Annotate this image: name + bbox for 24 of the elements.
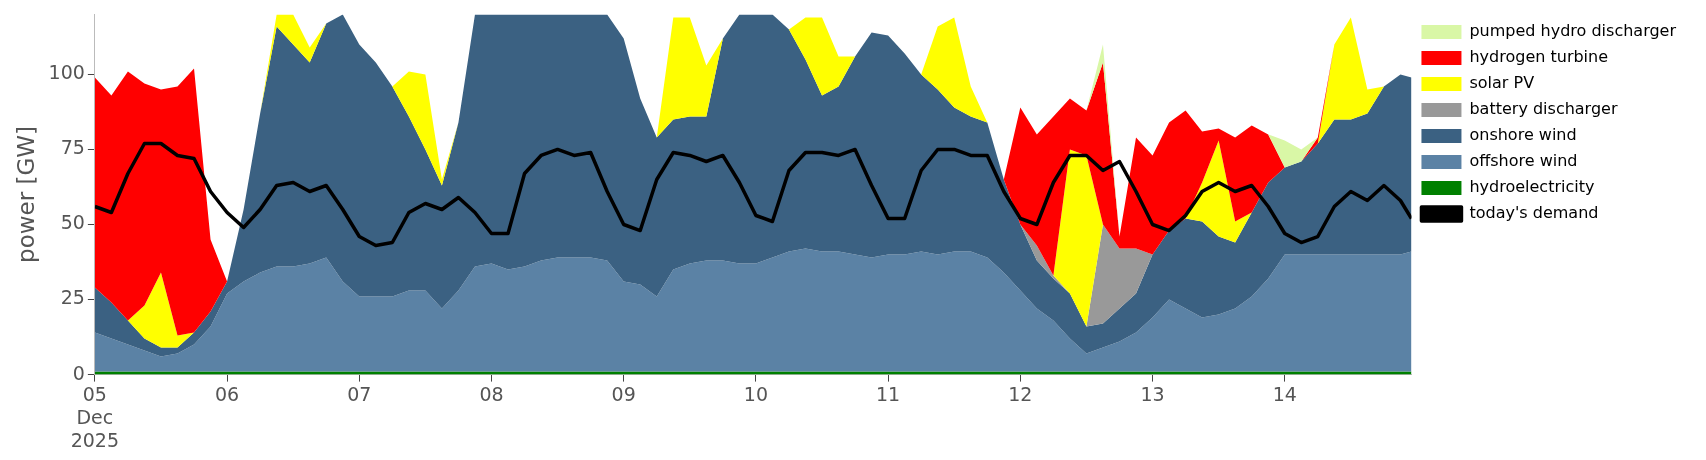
legend-label: offshore wind bbox=[1469, 151, 1578, 171]
y-tick-label: 0 bbox=[72, 361, 85, 384]
x-tick-label: 06 bbox=[214, 382, 240, 405]
y-tick-label: 75 bbox=[60, 136, 85, 159]
legend-label: today's demand bbox=[1469, 203, 1599, 223]
x-tick-label: 12 bbox=[1008, 382, 1033, 405]
y-axis-title: power [GW] bbox=[12, 126, 39, 263]
legend-label: hydrogen turbine bbox=[1469, 47, 1609, 67]
legend-label: battery discharger bbox=[1469, 99, 1618, 119]
x-tick-label: 13 bbox=[1140, 382, 1165, 405]
x-tick-label: 09 bbox=[611, 382, 636, 405]
x-tick-label: 08 bbox=[479, 382, 504, 405]
legend-label: onshore wind bbox=[1469, 125, 1577, 145]
x-tick-label: 05 Dec 2025 bbox=[70, 382, 120, 451]
x-tick-label: 14 bbox=[1272, 382, 1297, 405]
x-tick-label: 10 bbox=[743, 382, 769, 405]
legend-label: solar PV bbox=[1469, 73, 1535, 93]
x-tick-label: 11 bbox=[876, 382, 901, 405]
y-tick-label: 100 bbox=[48, 61, 85, 84]
y-tick-label: 50 bbox=[60, 211, 85, 234]
y-tick-label: 25 bbox=[60, 286, 85, 309]
legend-label: hydroelectricity bbox=[1469, 177, 1595, 197]
legend-label: pumped hydro discharger bbox=[1469, 21, 1677, 41]
x-tick-label: 07 bbox=[347, 382, 372, 405]
